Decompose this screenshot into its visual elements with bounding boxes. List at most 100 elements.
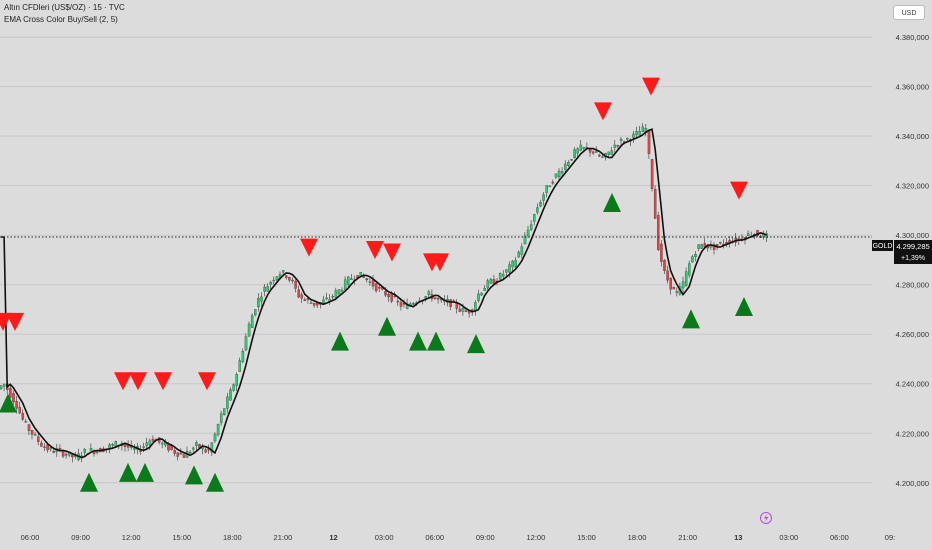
price-badge-symbol: GOLD (873, 243, 893, 250)
y-tick-label: 4.240,000 (896, 380, 929, 389)
candle-body (219, 413, 223, 424)
candle-body (195, 442, 198, 446)
candle-body (306, 298, 310, 300)
candle-body (161, 442, 164, 445)
candle-body (0, 385, 3, 389)
candle-body (647, 130, 651, 154)
signals (0, 77, 753, 492)
candle-body (179, 453, 183, 455)
candle-body (61, 450, 65, 457)
candle-body (24, 421, 28, 423)
y-tick-label: 4.280,000 (896, 281, 929, 290)
candle-body (368, 281, 372, 283)
candle-body (176, 452, 180, 457)
candle-body (719, 242, 722, 244)
buy-signal-icon (378, 316, 396, 336)
candle-body (576, 148, 579, 154)
candle-body (560, 171, 564, 174)
candle-body (688, 263, 691, 276)
candle-body (266, 286, 269, 292)
candle-body (272, 279, 276, 282)
candle-body (725, 242, 728, 244)
y-tick-label: 4.320,000 (896, 182, 929, 191)
x-tick-label: 13 (734, 533, 742, 542)
x-tick-label: 06:00 (425, 533, 444, 542)
candle-body (350, 278, 353, 280)
x-tick-label: 18:00 (628, 533, 647, 542)
candle-body (399, 302, 403, 307)
lightning-icon[interactable] (760, 512, 772, 524)
candle-body (148, 440, 152, 445)
candle-body (238, 360, 242, 372)
x-tick-label: 15:00 (172, 533, 191, 542)
candle-body (365, 278, 369, 281)
price-badge-change: +1,39% (901, 255, 925, 262)
candle-body (309, 302, 313, 304)
candle-body (675, 291, 679, 293)
candle-body (188, 451, 192, 454)
candle-body (613, 144, 617, 148)
candle-body (567, 162, 570, 166)
candle-body (539, 202, 542, 207)
candle-body (229, 389, 232, 401)
candle-body (303, 299, 307, 301)
y-tick-label: 4.300,000 (896, 231, 929, 240)
candle-body (257, 298, 260, 308)
candle-body (694, 254, 697, 258)
candle-body (508, 264, 511, 273)
candle-body (706, 246, 710, 249)
candle-body (523, 235, 527, 245)
y-tick-label: 4.220,000 (896, 429, 929, 438)
x-tick-label: 03:00 (779, 533, 798, 542)
x-tick-label: 12:00 (526, 533, 545, 542)
x-tick-label: 12 (329, 533, 337, 542)
sell-signal-icon (431, 253, 449, 272)
candle-body (347, 276, 350, 285)
buy-signal-icon (467, 334, 485, 354)
price-badge-price: 4.299,285 (896, 242, 929, 251)
candle-body (247, 323, 251, 337)
currency-scale-button[interactable]: USD (893, 5, 925, 20)
sell-signal-icon (6, 312, 24, 331)
candle-body (461, 307, 465, 312)
candle-body (9, 388, 12, 398)
candle-body (632, 133, 635, 138)
candle-body (616, 145, 620, 147)
candle-body (285, 275, 288, 278)
candle-body (340, 289, 344, 292)
buy-signal-icon (682, 309, 700, 329)
sell-signal-icon (300, 238, 318, 257)
candle-body (297, 289, 300, 298)
y-tick-label: 4.260,000 (896, 330, 929, 339)
candle-body (551, 181, 555, 184)
buy-signal-icon (427, 331, 445, 351)
indicator-title: EMA Cross Color Buy/Sell (2, 5) (4, 15, 118, 24)
candle-body (542, 194, 545, 201)
candle-body (291, 279, 294, 282)
candle-body (71, 454, 74, 458)
candle-body (173, 450, 176, 454)
candle-body (263, 286, 266, 292)
candle-body (638, 131, 641, 136)
x-tick-label: 12:00 (122, 533, 141, 542)
candle-body (325, 297, 328, 300)
candle-body (573, 149, 576, 158)
candle-body (18, 406, 21, 414)
candle-body (21, 412, 25, 420)
candle-body (30, 430, 34, 435)
candle-body (15, 400, 18, 409)
candle-body (536, 207, 539, 213)
candle-body (387, 294, 390, 298)
candle-body (232, 384, 235, 391)
x-tick-label: 15:00 (577, 533, 596, 542)
candle-body (142, 446, 145, 449)
candle-body (40, 442, 43, 447)
candle-body (281, 270, 285, 273)
candle-body (663, 260, 666, 271)
y-tick-label: 4.340,000 (896, 132, 929, 141)
buy-signal-icon (409, 331, 427, 351)
candle-body (210, 442, 214, 453)
candle-body (337, 289, 341, 294)
candle-body (765, 233, 769, 238)
